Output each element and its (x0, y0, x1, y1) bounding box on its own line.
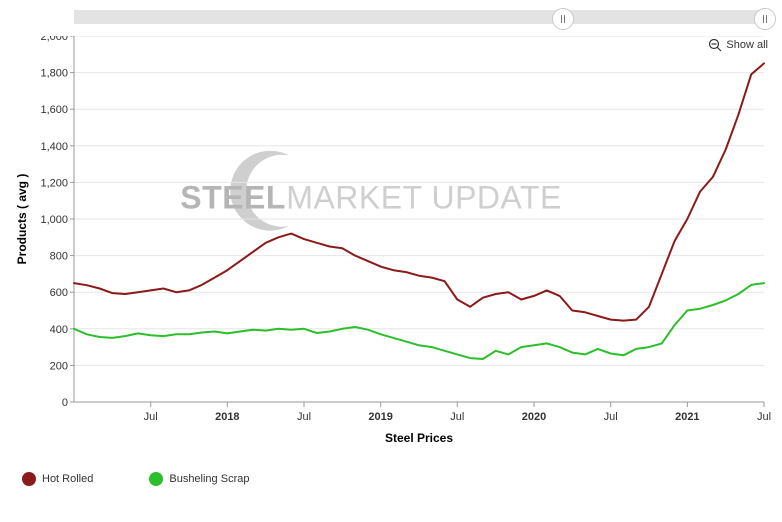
svg-text:Jul: Jul (297, 411, 311, 423)
range-selector[interactable] (74, 10, 768, 24)
svg-text:0: 0 (62, 397, 68, 409)
steel-price-chart: STEEL MARKET UPDATE 0 200 400 600 800 1,000 1,… (10, 36, 772, 454)
legend: Hot Rolled Busheling Scrap (22, 472, 249, 486)
legend-label: Busheling Scrap (169, 473, 249, 485)
svg-text:1,600: 1,600 (40, 104, 68, 116)
legend-item-busheling[interactable]: Busheling Scrap (149, 472, 249, 486)
svg-text:Steel Prices: Steel Prices (385, 431, 453, 445)
svg-text:800: 800 (50, 251, 68, 263)
svg-text:2019: 2019 (368, 411, 392, 423)
zoom-out-icon (708, 38, 722, 52)
svg-text:Jul: Jul (144, 411, 158, 423)
svg-text:2,000: 2,000 (40, 36, 68, 43)
legend-swatch (22, 472, 36, 486)
range-handle-right[interactable] (754, 8, 776, 30)
legend-swatch (149, 472, 163, 486)
show-all-button[interactable]: Show all (708, 38, 768, 52)
svg-text:STEEL: STEEL (180, 180, 286, 216)
svg-text:Jul: Jul (450, 411, 464, 423)
svg-text:600: 600 (50, 287, 68, 299)
svg-text:MARKET UPDATE: MARKET UPDATE (286, 180, 562, 216)
svg-text:200: 200 (50, 360, 68, 372)
show-all-label: Show all (726, 39, 768, 51)
svg-text:1,000: 1,000 (40, 214, 68, 226)
svg-text:Jul: Jul (604, 411, 618, 423)
svg-text:2018: 2018 (215, 411, 239, 423)
legend-item-hot-rolled[interactable]: Hot Rolled (22, 472, 93, 486)
range-handle-left[interactable] (552, 8, 574, 30)
legend-label: Hot Rolled (42, 473, 93, 485)
svg-text:1,200: 1,200 (40, 177, 68, 189)
svg-text:400: 400 (50, 324, 68, 336)
chart-container: Show all STEEL MARKET UPDATE 0 200 400 600 8… (0, 0, 782, 522)
svg-text:Products ( avg ): Products ( avg ) (15, 174, 29, 265)
svg-text:Jul: Jul (757, 411, 771, 423)
svg-text:1,400: 1,400 (40, 141, 68, 153)
svg-text:2020: 2020 (522, 411, 546, 423)
svg-text:1,800: 1,800 (40, 68, 68, 80)
svg-text:2021: 2021 (675, 411, 699, 423)
